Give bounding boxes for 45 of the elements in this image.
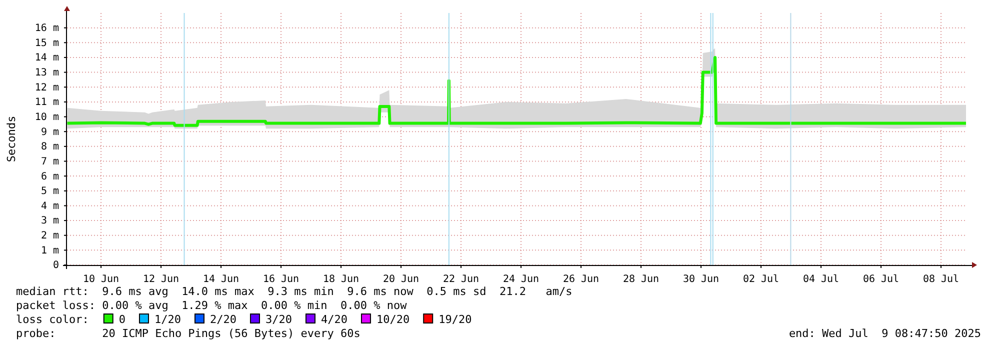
- y-tick-label: 7 m: [40, 156, 59, 168]
- y-tick-label: 13 m: [34, 67, 59, 78]
- x-tick-label: 30 Jun: [682, 274, 720, 285]
- x-tick-label: 10 Jun: [82, 274, 120, 285]
- legend-label: 10/20: [376, 313, 410, 326]
- x-tick-label: 14 Jun: [202, 274, 240, 285]
- text: end: Wed Jul 9 08:47:50 2025: [788, 327, 981, 340]
- legend-title: loss color:: [16, 313, 89, 326]
- x-tick-label: 08 Jul: [922, 274, 960, 285]
- x-tick-label: 20 Jun: [382, 274, 420, 285]
- y-tick-label: 11 m: [34, 97, 59, 108]
- legend-label: 2/20: [210, 313, 236, 326]
- y-tick-label: 3 m: [40, 216, 59, 227]
- text: probe: 20 ICMP Echo Pings (56 Bytes) every 60s: [16, 327, 360, 340]
- y-tick-label: 16 m: [34, 23, 59, 34]
- x-tick-label: 24 Jun: [502, 274, 540, 285]
- y-tick-label: 9 m: [40, 126, 59, 138]
- legend-label: 0: [118, 313, 126, 326]
- y-tick-label: 5 m: [40, 186, 59, 198]
- y-axis-title: Seconds: [5, 116, 18, 162]
- y-tick-label: 4 m: [40, 200, 59, 212]
- x-tick-label: 18 Jun: [322, 274, 360, 285]
- x-tick-label: 16 Jun: [262, 274, 300, 285]
- legend-label: 19/20: [438, 313, 472, 326]
- y-tick-label: 10 m: [34, 112, 59, 123]
- x-tick-label: 28 Jun: [622, 274, 660, 285]
- text: median rtt: 9.6 ms avg 14.0 ms max 9.3 ms min 9.6 ms now 0.5 ms sd 21.2 am/s: [16, 285, 572, 298]
- y-tick-label: 1 m: [40, 245, 59, 256]
- legend-label: 4/20: [320, 313, 348, 326]
- y-tick-label: 14 m: [34, 52, 59, 64]
- text: packet loss: 0.00 % avg 1.29 % max 0.00 % min 0.00 % now: [16, 299, 408, 312]
- y-tick-label: 0: [52, 260, 59, 272]
- x-tick-label: 26 Jun: [562, 274, 600, 285]
- y-tick-label: 8 m: [40, 142, 59, 153]
- legend-label: 3/20: [265, 313, 292, 326]
- x-tick-label: 04 Jul: [802, 274, 840, 285]
- x-tick-label: 02 Jul: [742, 274, 780, 285]
- y-tick-label: 6 m: [40, 171, 59, 182]
- x-tick-label: 06 Jul: [862, 274, 900, 285]
- x-tick-label: 22 Jun: [442, 274, 480, 285]
- legend-label: 1/20: [154, 313, 181, 326]
- y-tick-label: 12 m: [34, 82, 59, 94]
- x-tick-label: 12 Jun: [142, 274, 180, 285]
- y-tick-label: 15 m: [34, 38, 59, 49]
- y-tick-label: 2 m: [40, 230, 59, 242]
